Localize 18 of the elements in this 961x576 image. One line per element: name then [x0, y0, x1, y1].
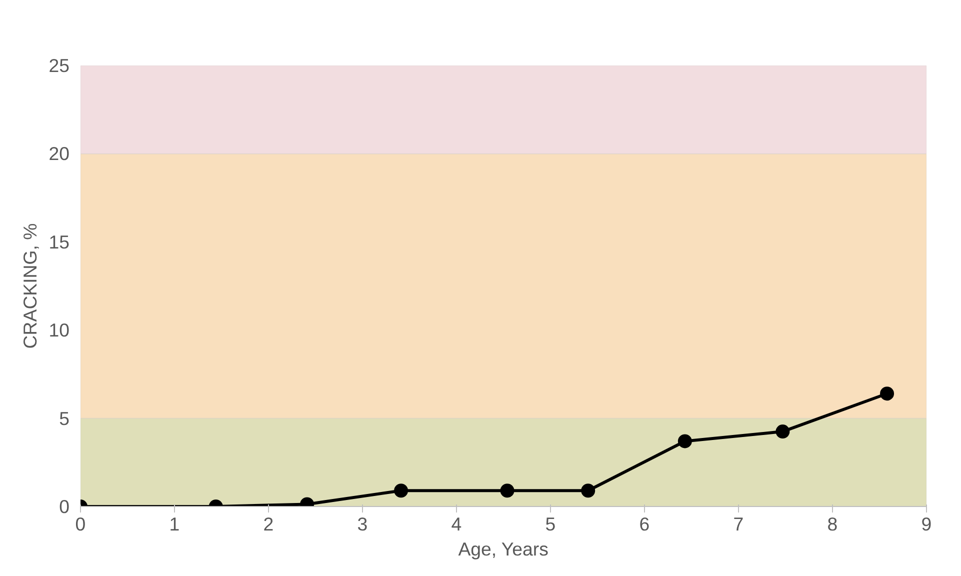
- y-tick-label: 0: [59, 496, 70, 517]
- x-tick-label: 6: [639, 514, 650, 534]
- x-tick-label: 5: [545, 514, 556, 534]
- y-tick-label: 20: [48, 143, 70, 164]
- x-tick-label: 3: [357, 514, 368, 534]
- y-tick-label: 25: [48, 55, 70, 76]
- y-axis-title: CRACKING, %: [20, 223, 41, 349]
- x-tick-label: 1: [169, 514, 180, 534]
- x-tick-label: 4: [451, 514, 462, 534]
- x-tick-label: 0: [75, 514, 86, 534]
- x-tick-label: 2: [263, 514, 274, 534]
- y-tick-label: 10: [48, 320, 70, 341]
- x-tick-label: 9: [921, 514, 932, 534]
- x-tick-label: 8: [827, 514, 838, 534]
- x-tick-label: 7: [733, 514, 744, 534]
- x-axis-title: Age, Years: [458, 538, 548, 560]
- y-tick-label: 5: [59, 408, 70, 429]
- y-tick-label: 15: [48, 231, 70, 252]
